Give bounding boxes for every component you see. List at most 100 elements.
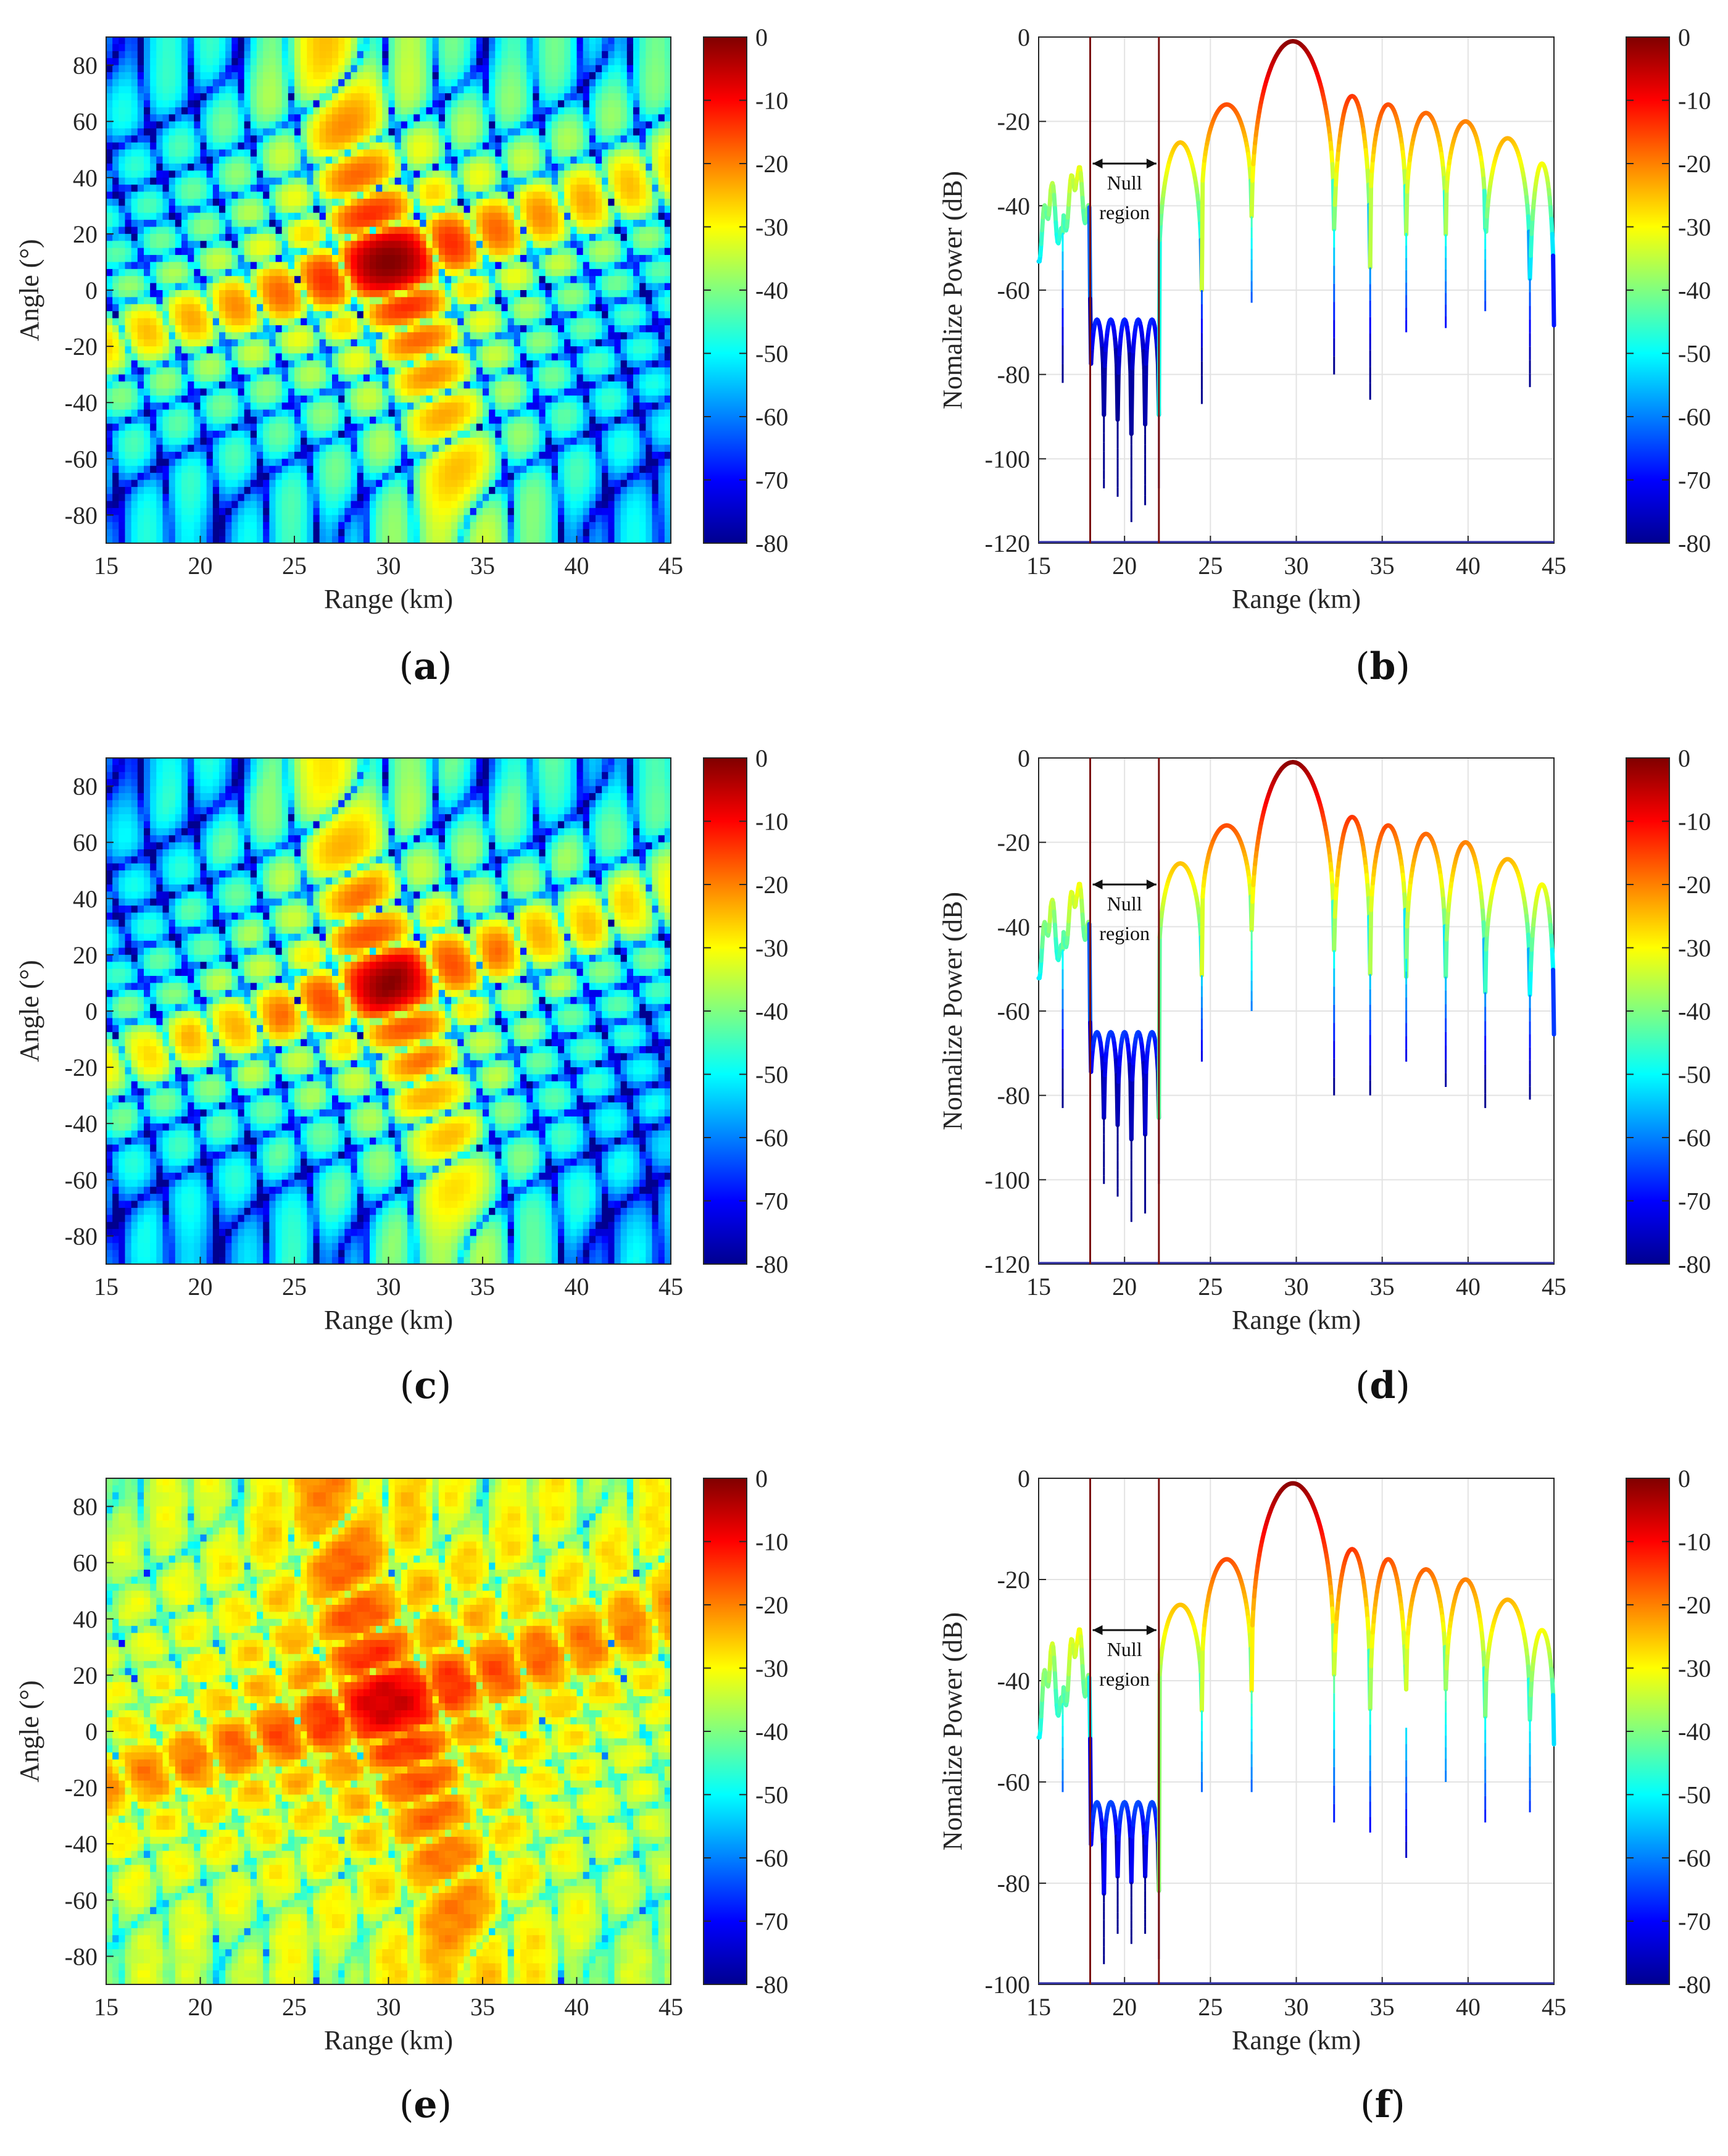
heatmap-cell <box>313 304 320 312</box>
heatmap-cell <box>319 156 326 164</box>
heatmap-cell <box>263 276 270 284</box>
heatmap-cell <box>131 135 138 143</box>
heatmap-cell <box>363 206 370 214</box>
heatmap-cell <box>363 107 370 115</box>
heatmap-cell <box>250 268 257 277</box>
heatmap-cell <box>125 367 132 375</box>
heatmap-cell <box>194 339 201 347</box>
heatmap-cell <box>507 212 515 220</box>
heatmap-cell <box>194 206 201 214</box>
heatmap-cell <box>596 248 602 256</box>
heatmap-cell <box>513 255 521 263</box>
heatmap-cell <box>181 156 188 164</box>
heatmap-cell <box>332 58 339 66</box>
heatmap-cell <box>420 58 427 66</box>
heatmap-cell <box>513 93 521 101</box>
heatmap-cell <box>175 58 182 66</box>
heatmap-cell <box>244 381 251 389</box>
heatmap-cell <box>363 65 370 73</box>
heatmap-cell <box>570 72 578 80</box>
heatmap-cell <box>125 170 132 178</box>
heatmap-cell <box>470 388 477 396</box>
heatmap-cell <box>357 395 364 403</box>
heatmap-cell <box>432 93 439 101</box>
heatmap-cell <box>338 58 345 66</box>
heatmap-cell <box>401 72 408 80</box>
heatmap-cell <box>394 79 402 87</box>
heatmap-cell <box>551 409 559 417</box>
heatmap-cell <box>106 177 113 185</box>
heatmap-cell <box>539 164 546 171</box>
heatmap-cell <box>614 220 621 228</box>
heatmap-cell <box>156 276 164 284</box>
heatmap-cell <box>633 318 640 326</box>
heatmap-cell <box>633 233 640 241</box>
heatmap-cell <box>250 325 257 333</box>
heatmap-cell <box>263 206 270 214</box>
heatmap-cell <box>206 360 214 368</box>
heatmap-cell <box>194 135 201 143</box>
heatmap-cell <box>144 164 151 171</box>
heatmap-cell <box>445 297 452 305</box>
heatmap-cell <box>394 135 402 143</box>
heatmap-cell <box>206 381 214 389</box>
heatmap-cell <box>294 241 301 249</box>
heatmap-cell <box>476 262 483 270</box>
heatmap-cell <box>363 290 370 298</box>
heatmap-cell <box>626 107 634 115</box>
heatmap-cell <box>507 93 515 101</box>
heatmap-cell <box>325 227 333 235</box>
heatmap-cell <box>219 233 226 241</box>
heatmap-cell <box>401 93 408 101</box>
heatmap-cell <box>470 290 477 298</box>
heatmap-cell <box>551 346 559 354</box>
heatmap-cell <box>489 58 496 66</box>
heatmap-cell <box>564 255 571 263</box>
heatmap-cell <box>250 332 257 340</box>
heatmap-cell <box>501 191 509 199</box>
heatmap-cell <box>451 185 458 193</box>
heatmap-cell <box>112 114 119 122</box>
heatmap-cell <box>219 100 226 108</box>
heatmap-cell <box>200 262 207 270</box>
heatmap-cell <box>451 283 458 291</box>
heatmap-cell <box>225 37 232 44</box>
heatmap-cell <box>589 128 596 136</box>
heatmap-cell <box>275 142 283 150</box>
heatmap-cell <box>269 241 276 249</box>
heatmap-cell <box>507 149 515 157</box>
heatmap-cell <box>325 185 333 193</box>
heatmap-cell <box>489 388 496 396</box>
heatmap-cell <box>181 79 188 87</box>
heatmap-cell <box>175 325 182 333</box>
heatmap-cell <box>483 417 489 424</box>
heatmap-cell <box>451 388 458 396</box>
heatmap-cell <box>250 212 257 220</box>
heatmap-cell <box>513 276 521 284</box>
heatmap-cell <box>144 268 151 277</box>
heatmap-cell <box>357 65 364 73</box>
heatmap-cell <box>206 332 214 340</box>
heatmap-cell <box>639 220 646 228</box>
heatmap-cell <box>294 388 301 396</box>
heatmap-cell <box>583 325 590 333</box>
heatmap-cell <box>319 185 326 193</box>
heatmap-cell <box>225 283 232 291</box>
heatmap-cell <box>388 417 396 424</box>
heatmap-cell <box>646 107 653 115</box>
heatmap-cell <box>307 191 314 199</box>
heatmap-cell <box>558 156 565 164</box>
heatmap-cell <box>219 402 226 410</box>
heatmap-cell <box>576 311 584 319</box>
heatmap-cell <box>281 212 289 220</box>
heatmap-cell <box>608 395 615 403</box>
heatmap-cell <box>162 381 170 389</box>
heatmap-cell <box>558 283 565 291</box>
heatmap-cell <box>463 395 471 403</box>
heatmap-cell <box>545 220 552 228</box>
heatmap-cell <box>257 283 264 291</box>
heatmap-cell <box>175 93 182 101</box>
heatmap-cell <box>363 93 370 101</box>
heatmap-cell <box>652 37 659 44</box>
heatmap-cell <box>112 402 119 410</box>
